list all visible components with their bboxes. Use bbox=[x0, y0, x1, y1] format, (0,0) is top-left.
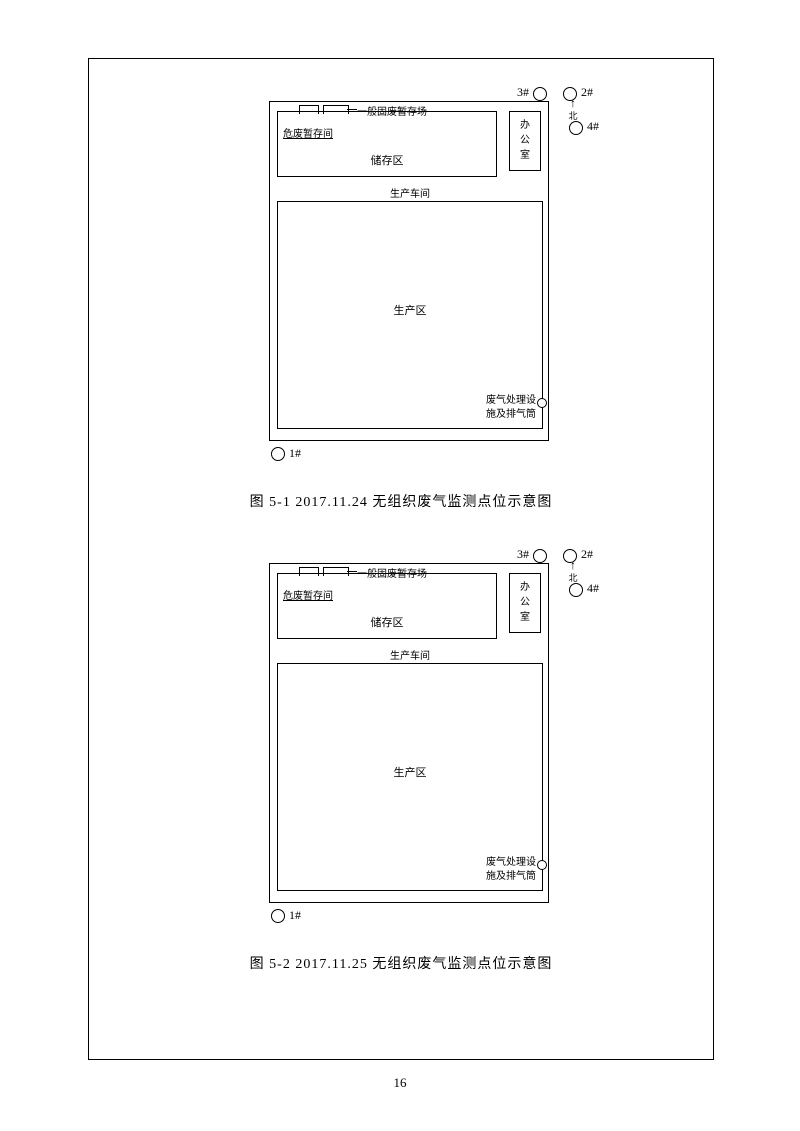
monitor-point-4-icon bbox=[569, 121, 583, 135]
waste-gas-line1: 废气处理设 bbox=[486, 395, 536, 406]
waste-gas-line2: 施及排气筒 bbox=[486, 409, 536, 420]
hazardous-waste-label: 危废暂存间 bbox=[283, 125, 333, 140]
office-label: 办公室 bbox=[520, 582, 530, 623]
office-box: 办公室 bbox=[509, 111, 541, 171]
workshop-label: 生产车间 bbox=[277, 185, 543, 200]
monitor-point-2-label: 2# bbox=[581, 547, 593, 562]
production-label: 生产区 bbox=[278, 302, 542, 318]
north-arrow-icon: 北 bbox=[565, 99, 581, 122]
monitor-point-4-icon bbox=[569, 583, 583, 597]
monitor-point-1-icon bbox=[271, 909, 285, 923]
figure-5-1-caption: 图 5-1 2017.11.24 无组织废气监测点位示意图 bbox=[89, 491, 713, 511]
page: 一般固废暂存场 储存区 危废暂存间 办公室 生产车间 生产区 废气处理设 施及排… bbox=[0, 0, 800, 1131]
waste-gas-line1: 废气处理设 bbox=[486, 857, 536, 868]
monitor-point-4-label: 4# bbox=[587, 119, 599, 134]
leader-line bbox=[347, 571, 357, 572]
monitor-point-3-label: 3# bbox=[517, 547, 529, 562]
storage-label: 储存区 bbox=[278, 614, 496, 630]
monitor-point-1-label: 1# bbox=[289, 908, 301, 923]
leader-line bbox=[347, 109, 357, 110]
monitor-point-2-label: 2# bbox=[581, 85, 593, 100]
office-label: 办公室 bbox=[520, 120, 530, 161]
production-box: 生产区 废气处理设 施及排气筒 bbox=[277, 663, 543, 891]
monitor-point-3-icon bbox=[533, 549, 547, 563]
page-number: 16 bbox=[0, 1075, 800, 1091]
figure-5-2-caption: 图 5-2 2017.11.25 无组织废气监测点位示意图 bbox=[89, 953, 713, 973]
storage-label: 储存区 bbox=[278, 152, 496, 168]
page-frame: 一般固废暂存场 储存区 危废暂存间 办公室 生产车间 生产区 废气处理设 施及排… bbox=[88, 58, 714, 1060]
monitor-point-3-icon bbox=[533, 87, 547, 101]
figure-5-1: 一般固废暂存场 储存区 危废暂存间 办公室 生产车间 生产区 废气处理设 施及排… bbox=[249, 81, 609, 461]
production-label: 生产区 bbox=[278, 764, 542, 780]
workshop-label: 生产车间 bbox=[277, 647, 543, 662]
monitor-point-1-label: 1# bbox=[289, 446, 301, 461]
hazardous-waste-label: 危废暂存间 bbox=[283, 587, 333, 602]
production-box: 生产区 废气处理设 施及排气筒 bbox=[277, 201, 543, 429]
office-box: 办公室 bbox=[509, 573, 541, 633]
vent-icon bbox=[537, 860, 547, 870]
figure-5-2: 一般固废暂存场 储存区 危废暂存间 办公室 生产车间 生产区 废气处理设 施及排… bbox=[249, 543, 609, 923]
monitor-point-1-icon bbox=[271, 447, 285, 461]
north-label: 北 bbox=[565, 109, 581, 122]
north-arrow-icon: 北 bbox=[565, 561, 581, 584]
storage-area-box: 储存区 bbox=[277, 111, 497, 177]
waste-gas-label: 废气处理设 施及排气筒 bbox=[486, 856, 536, 884]
waste-gas-line2: 施及排气筒 bbox=[486, 871, 536, 882]
storage-area-box: 储存区 bbox=[277, 573, 497, 639]
monitor-point-3-label: 3# bbox=[517, 85, 529, 100]
vent-icon bbox=[537, 398, 547, 408]
north-label: 北 bbox=[565, 571, 581, 584]
monitor-point-4-label: 4# bbox=[587, 581, 599, 596]
waste-gas-label: 废气处理设 施及排气筒 bbox=[486, 394, 536, 422]
